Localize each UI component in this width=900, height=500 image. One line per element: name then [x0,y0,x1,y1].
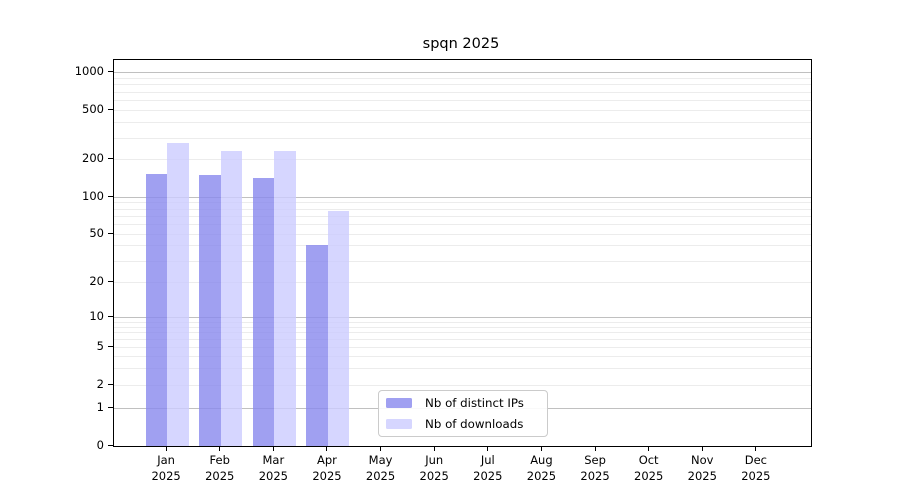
minor-gridline-6 [113,339,811,341]
major-gridline-1000 [113,72,811,74]
major-gridline-100 [113,196,811,198]
x-tick-mark [540,446,542,451]
x-tick-label: Jun 2025 [419,453,449,483]
y-tick-mark [107,109,113,111]
y-tick-mark [107,195,113,197]
minor-gridline-50 [113,233,811,235]
x-tick-mark [272,446,274,451]
minor-gridline-500 [113,110,811,112]
y-tick-label: 2 [96,377,104,392]
chart-title: spqn 2025 [422,36,500,52]
x-tick-mark [648,446,650,451]
y-tick-mark [107,232,113,234]
minor-gridline-20 [113,281,811,283]
y-tick-mark [107,316,113,318]
x-tick-label: Feb 2025 [205,453,235,483]
x-tick-label: May 2025 [365,453,396,483]
y-tick-mark [107,384,113,386]
minor-gridline-200 [113,159,811,161]
x-tick-label: Aug 2025 [526,453,557,483]
minor-gridline-600 [113,100,811,102]
y-tick-label: 100 [82,188,104,203]
x-tick-mark [219,446,221,451]
minor-gridline-400 [113,122,811,124]
x-tick-label: Mar 2025 [258,453,288,483]
y-tick-mark [107,444,113,446]
minor-gridline-900 [113,78,811,80]
y-tick-mark [107,158,113,160]
bar-downloads-mar [274,150,296,446]
legend-swatch-downloads [386,418,412,429]
minor-gridline-4 [113,356,811,358]
y-tick-label: 500 [82,102,104,117]
x-tick-mark [594,446,596,451]
x-tick-label: Jan 2025 [151,453,181,483]
bar-distinct-ips-jan [145,174,168,446]
minor-gridline-80 [113,208,811,210]
bar-downloads-apr [327,210,350,446]
x-tick-label: Jul 2025 [473,453,503,483]
y-tick-label: 200 [82,151,104,166]
minor-gridline-30 [113,260,811,262]
x-tick-mark [380,446,382,451]
x-tick-mark [326,446,328,451]
y-tick-label: 5 [96,339,104,354]
legend-item: Nb of downloads [386,416,540,433]
minor-gridline-3 [113,368,811,370]
bar-distinct-ips-mar [252,178,275,446]
bar-downloads-feb [220,150,243,446]
y-tick-label: 0 [96,437,104,452]
x-tick-mark [487,446,489,451]
legend-item: Nb of distinct IPs [386,395,540,412]
x-tick-label: Oct 2025 [634,453,664,483]
minor-gridline-8 [113,326,811,328]
minor-gridline-2 [113,385,811,387]
y-tick-label: 50 [89,225,104,240]
plot-area [112,59,812,447]
minor-gridline-5 [113,347,811,349]
x-tick-mark [755,446,757,451]
x-tick-label: Sep 2025 [580,453,610,483]
y-tick-label: 1 [96,400,104,415]
x-tick-mark [433,446,435,451]
major-gridline-10 [113,317,811,319]
legend-label: Nb of downloads [425,416,524,431]
bar-distinct-ips-feb [199,174,221,446]
minor-gridline-60 [113,223,811,225]
minor-gridline-300 [113,137,811,139]
minor-gridline-7 [113,332,811,334]
legend-label: Nb of distinct IPs [425,396,524,411]
bar-distinct-ips-apr [306,244,328,446]
y-tick-mark [107,280,113,282]
legend-swatch-distinct-ips [386,398,412,409]
x-tick-label: Nov 2025 [687,453,717,483]
minor-gridline-90 [113,202,811,204]
minor-gridline-700 [113,91,811,93]
x-tick-mark [165,446,167,451]
bar-downloads-jan [167,142,189,446]
y-tick-label: 20 [89,273,104,288]
minor-gridline-9 [113,321,811,323]
y-tick-mark [107,407,113,409]
x-tick-label: Apr 2025 [312,453,342,483]
x-tick-label: Dec 2025 [741,453,771,483]
y-tick-mark [107,71,113,73]
minor-gridline-40 [113,245,811,247]
minor-gridline-70 [113,215,811,217]
y-tick-label: 1000 [74,64,104,79]
y-tick-label: 10 [89,309,104,324]
minor-gridline-800 [113,84,811,86]
legend: Nb of distinct IPs Nb of downloads [378,390,548,437]
x-tick-mark [701,446,703,451]
y-tick-mark [107,346,113,348]
